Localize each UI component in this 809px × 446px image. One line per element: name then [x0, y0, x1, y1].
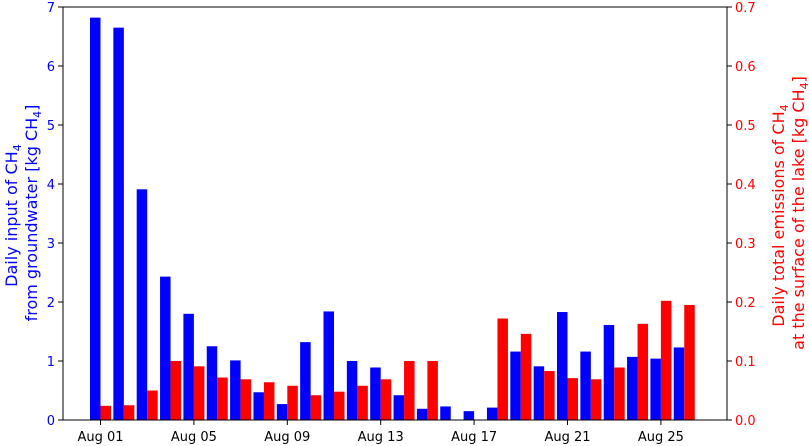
- bar-surface-emissions: [334, 391, 345, 420]
- bar-surface-emissions: [147, 390, 158, 420]
- left-tick-label: 5: [47, 119, 55, 134]
- bar-groundwater-input: [253, 392, 264, 420]
- bar-surface-emissions: [170, 361, 182, 420]
- left-tick-label: 1: [47, 355, 55, 370]
- bar-groundwater-input: [230, 360, 241, 420]
- bar-surface-emissions: [660, 300, 672, 420]
- bar-surface-emissions: [357, 385, 368, 420]
- bar-groundwater-input: [346, 361, 358, 420]
- bar-surface-emissions: [310, 395, 322, 420]
- right-tick-label: 0.2: [735, 296, 756, 311]
- bar-surface-emissions: [567, 378, 578, 420]
- x-tick-label: Aug 21: [544, 430, 590, 445]
- bar-surface-emissions: [684, 304, 695, 420]
- bar-groundwater-input: [627, 356, 638, 420]
- right-tick-label: 0.7: [735, 1, 756, 16]
- right-tick-label: 0.0: [735, 414, 756, 429]
- bar-groundwater-input: [183, 313, 194, 420]
- left-tick-label: 0: [47, 414, 55, 429]
- bars-group: [90, 17, 695, 421]
- x-tick-label: Aug 09: [264, 430, 310, 445]
- bar-groundwater-input: [533, 366, 545, 420]
- bar-surface-emissions: [427, 361, 438, 420]
- bar-groundwater-input: [90, 17, 101, 421]
- right-axis-label: Daily total emissions of CH4 at the surf…: [769, 76, 809, 350]
- left-tick-label: 6: [47, 60, 55, 75]
- bar-surface-emissions: [217, 377, 228, 420]
- bar-surface-emissions: [380, 379, 392, 420]
- bar-groundwater-input: [673, 347, 685, 420]
- bar-surface-emissions: [240, 379, 252, 420]
- bar-surface-emissions: [100, 405, 111, 420]
- bar-groundwater-input: [276, 404, 288, 420]
- x-axis-ticks: Aug 01 Aug 05 Aug 09 Aug 13 Aug 17 Aug 21 Aug …: [77, 420, 684, 445]
- bar-surface-emissions: [590, 379, 602, 420]
- left-tick-label: 7: [47, 1, 55, 16]
- bar-surface-emissions: [637, 323, 649, 420]
- bar-groundwater-input: [136, 189, 148, 420]
- bar-groundwater-input: [486, 407, 498, 420]
- x-tick-label: Aug 05: [171, 430, 217, 445]
- bar-groundwater-input: [650, 358, 661, 420]
- bar-groundwater-input: [603, 325, 615, 420]
- bar-groundwater-input: [440, 406, 451, 420]
- bar-surface-emissions: [263, 382, 275, 420]
- bar-groundwater-input: [323, 311, 334, 420]
- bar-surface-emissions: [404, 361, 415, 420]
- bar-surface-emissions: [520, 333, 532, 420]
- bar-groundwater-input: [463, 411, 475, 420]
- bar-groundwater-input: [580, 351, 591, 420]
- left-tick-label: 4: [47, 178, 55, 193]
- bar-groundwater-input: [557, 312, 568, 420]
- bar-surface-emissions: [193, 366, 205, 420]
- left-axis-ticks: 0 1 2 3 4 5 6 7: [47, 1, 63, 429]
- left-axis-label: Daily input of CH4 from groundwater [kg …: [2, 105, 44, 322]
- bar-surface-emissions: [497, 318, 508, 420]
- left-tick-label: 3: [47, 237, 55, 252]
- bar-groundwater-input: [206, 346, 218, 420]
- x-tick-label: Aug 17: [451, 430, 497, 445]
- bar-surface-emissions: [123, 405, 135, 420]
- right-tick-label: 0.3: [735, 237, 756, 252]
- bar-surface-emissions: [287, 385, 298, 420]
- bar-groundwater-input: [160, 276, 171, 420]
- right-tick-label: 0.6: [735, 60, 756, 75]
- bar-groundwater-input: [113, 27, 124, 421]
- right-tick-label: 0.5: [735, 119, 756, 134]
- x-tick-label: Aug 01: [77, 430, 123, 445]
- bar-groundwater-input: [370, 367, 381, 420]
- x-tick-label: Aug 25: [638, 430, 684, 445]
- bar-groundwater-input: [393, 395, 405, 420]
- right-tick-label: 0.4: [735, 178, 756, 193]
- right-tick-label: 0.1: [735, 355, 756, 370]
- bar-surface-emissions: [544, 371, 555, 420]
- bar-groundwater-input: [300, 342, 311, 420]
- right-axis-ticks: 0.0 0.1 0.2 0.3 0.4 0.5 0.6 0.7: [727, 1, 756, 429]
- x-tick-label: Aug 13: [358, 430, 404, 445]
- bar-groundwater-input: [510, 351, 521, 420]
- bar-surface-emissions: [614, 367, 625, 420]
- left-tick-label: 2: [47, 296, 55, 311]
- bar-groundwater-input: [416, 408, 428, 420]
- plot-frame: [62, 6, 728, 421]
